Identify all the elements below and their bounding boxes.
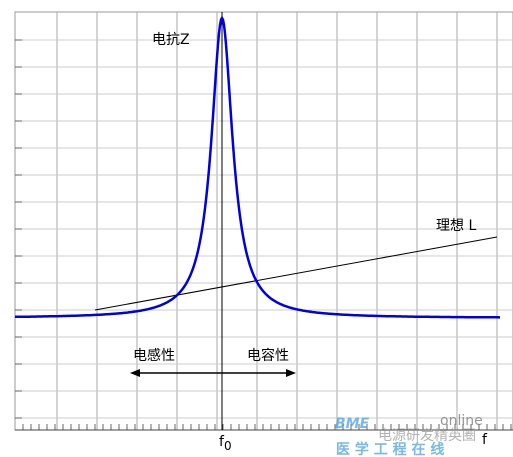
arrow-right <box>286 369 296 377</box>
inductive-label: 电感性 <box>133 347 175 364</box>
impedance-curve <box>15 15 500 319</box>
f-axis-label: f <box>482 432 488 448</box>
capacitive-label: 电容性 <box>247 347 289 364</box>
watermark-suffix: online <box>440 413 483 429</box>
reactance-label: 电抗Z <box>152 32 190 48</box>
arrow-left <box>130 369 140 377</box>
watermark-logo: BME <box>335 416 370 432</box>
f0-base: f <box>219 434 225 450</box>
watermark-line1: 电源研发精英圈 <box>378 427 476 444</box>
ideal-label: 理想 L <box>436 218 476 234</box>
plot-frame <box>14 11 513 431</box>
watermark-line2: 医 学 工 程 在 线 <box>336 441 444 457</box>
f0-label: f0 <box>219 434 232 453</box>
f0-sub: 0 <box>224 439 232 453</box>
grid <box>15 12 513 430</box>
ideal-l-line <box>94 236 498 311</box>
watermark: BME online 电源研发精英圈 医 学 工 程 在 线 <box>335 413 483 457</box>
